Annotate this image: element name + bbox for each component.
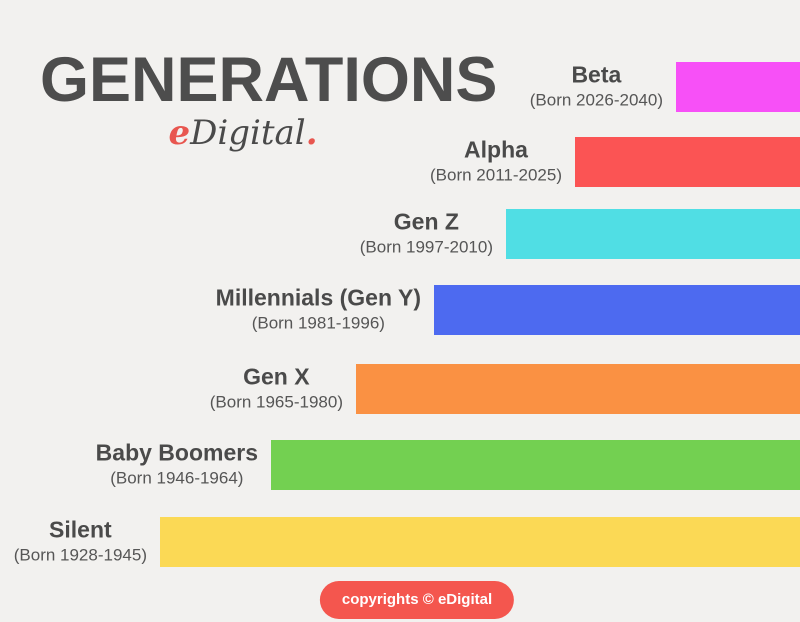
generation-born-range: (Born 2011-2025) <box>430 165 562 185</box>
generation-born-range: (Born 1997-2010) <box>359 237 493 257</box>
generation-label: Beta (Born 2026-2040) <box>530 62 663 113</box>
logo-accent-letter: e <box>168 113 191 153</box>
generation-bar <box>271 440 800 490</box>
generation-bar <box>676 62 800 112</box>
logo-word: Digital <box>190 113 306 153</box>
generation-bar <box>356 364 800 414</box>
generation-label: Alpha (Born 2011-2025) <box>430 137 562 188</box>
generation-born-range: (Born 1946-1964) <box>110 468 244 488</box>
generation-bar <box>575 137 800 187</box>
generation-name: Gen Z <box>393 208 459 235</box>
generation-label: Silent (Born 1928-1945) <box>14 517 147 568</box>
generation-label: Baby Boomers (Born 1946-1964) <box>96 440 258 491</box>
generation-born-range: (Born 2026-2040) <box>529 90 663 110</box>
generation-name: Alpha <box>464 136 528 163</box>
generation-bar <box>506 209 800 259</box>
generation-bar <box>160 517 800 567</box>
generation-name: Silent <box>49 516 112 543</box>
generation-born-range: (Born 1928-1945) <box>13 545 147 565</box>
generation-name: Beta <box>571 61 622 88</box>
page-title: GENERATIONS <box>40 45 498 115</box>
generation-name: Millennials (Gen Y) <box>215 284 421 311</box>
generation-name: Gen X <box>243 363 310 390</box>
copyright-badge: copyrights © eDigital <box>319 581 515 619</box>
generation-name: Baby Boomers <box>95 439 258 466</box>
generation-label: Gen Z (Born 1997-2010) <box>360 209 493 260</box>
generation-bar <box>434 285 800 335</box>
generation-born-range: (Born 1965-1980) <box>209 392 343 412</box>
edigital-logo: eDigital. <box>168 113 317 153</box>
generation-born-range: (Born 1981-1996) <box>251 313 385 333</box>
generation-label: Millennials (Gen Y) (Born 1981-1996) <box>216 285 421 336</box>
logo-dot: . <box>305 113 318 153</box>
generation-label: Gen X (Born 1965-1980) <box>210 364 343 415</box>
